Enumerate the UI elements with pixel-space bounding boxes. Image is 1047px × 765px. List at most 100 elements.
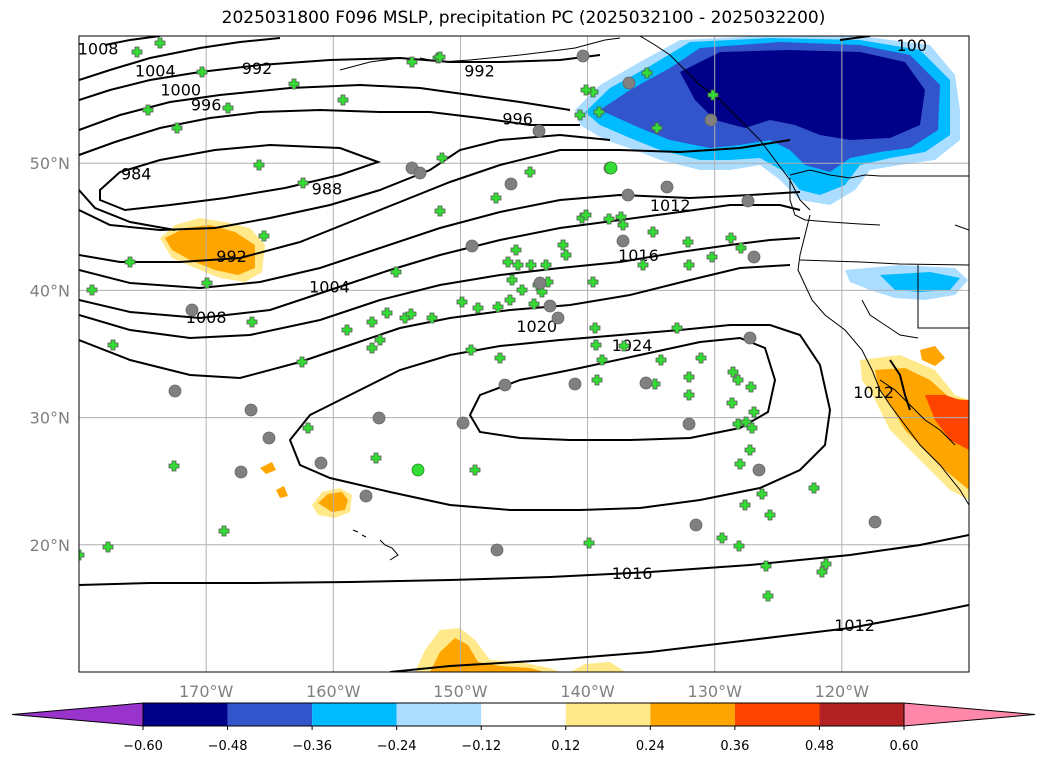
station-circle xyxy=(168,384,182,398)
station-circle xyxy=(185,303,199,317)
station-cross xyxy=(516,284,528,296)
lon-tick-label: 140°W xyxy=(560,682,615,701)
colorbar-tick-label: −0.24 xyxy=(377,739,417,754)
station-cross xyxy=(589,322,601,334)
colorbar-tick-label: 0.48 xyxy=(805,739,834,754)
station-cross xyxy=(296,356,308,368)
colorbar-frame xyxy=(142,702,905,727)
station-circle xyxy=(868,515,882,529)
station-cross xyxy=(732,374,744,386)
station-cross xyxy=(79,549,85,561)
station-cross xyxy=(222,102,234,114)
station-cross xyxy=(725,232,737,244)
station-circle xyxy=(568,377,582,391)
colorbar-bin xyxy=(650,703,735,726)
station-cross xyxy=(671,322,683,334)
station-cross xyxy=(374,334,386,346)
station-cross xyxy=(683,371,695,383)
station-cross xyxy=(86,284,98,296)
station-circle xyxy=(616,234,630,248)
station-circle xyxy=(413,166,427,180)
colorbar-bin xyxy=(565,703,651,726)
lon-tick-label: 170°W xyxy=(179,682,234,701)
station-cross xyxy=(381,307,393,319)
colorbar-bin xyxy=(227,703,313,726)
isobar-label: 1020 xyxy=(516,317,557,336)
station-cross xyxy=(218,525,230,537)
station-circle xyxy=(465,239,479,253)
station-circle xyxy=(752,463,766,477)
station-cross xyxy=(102,541,114,553)
station-cross xyxy=(727,366,739,378)
station-circle xyxy=(490,543,504,557)
isobar-label: 1012 xyxy=(834,616,875,635)
station-cross xyxy=(524,166,536,178)
station-circle-highlight xyxy=(604,161,618,175)
lat-tick-label: 30°N xyxy=(30,409,70,428)
isobar-label: 996 xyxy=(191,96,222,115)
station-cross xyxy=(647,226,659,238)
station-cross xyxy=(469,464,481,476)
station-cross xyxy=(258,230,270,242)
lon-tick-label: 130°W xyxy=(688,682,743,701)
station-cross xyxy=(154,37,166,49)
station-cross xyxy=(196,66,208,78)
station-cross xyxy=(649,378,661,390)
station-cross xyxy=(337,94,349,106)
station-circle xyxy=(372,411,386,425)
station-cross xyxy=(557,239,569,251)
station-cross xyxy=(399,312,411,324)
station-cross xyxy=(744,444,756,456)
station-cross xyxy=(580,84,592,96)
station-cross xyxy=(603,213,615,225)
station-cross xyxy=(707,89,719,101)
station-cross xyxy=(434,205,446,217)
isobar-label: 1004 xyxy=(135,61,176,80)
station-cross xyxy=(253,159,265,171)
precip-positive-shading xyxy=(160,218,969,672)
colorbar-tick-label: 0.24 xyxy=(636,739,665,754)
isobar-label: 992 xyxy=(216,247,247,266)
station-cross xyxy=(726,397,738,409)
station-circle xyxy=(262,431,276,445)
isobar-label: 1024 xyxy=(612,336,653,355)
station-cross xyxy=(764,509,776,521)
station-cross xyxy=(655,354,667,366)
colorbar-tick-label: 0.36 xyxy=(720,739,749,754)
station-cross xyxy=(617,219,629,231)
station-cross xyxy=(574,109,586,121)
station-circle xyxy=(543,299,557,313)
station-circle xyxy=(747,250,761,264)
isobar-label: 992 xyxy=(464,61,495,80)
station-circle xyxy=(621,188,635,202)
station-circle xyxy=(551,311,565,325)
station-cross xyxy=(695,352,707,364)
station-circle xyxy=(741,194,755,208)
station-circle xyxy=(533,276,547,290)
station-circle xyxy=(660,180,674,194)
station-circle xyxy=(532,124,546,138)
station-cross xyxy=(760,560,772,572)
station-cross xyxy=(525,259,537,271)
station-cross xyxy=(816,566,828,578)
lat-tick-label: 20°N xyxy=(30,536,70,555)
station-cross xyxy=(593,106,605,118)
station-cross xyxy=(472,302,484,314)
station-cross xyxy=(587,86,599,98)
lon-tick-label: 160°W xyxy=(306,682,361,701)
station-cross xyxy=(808,482,820,494)
station-circle xyxy=(498,378,512,392)
station-cross xyxy=(465,344,477,356)
station-circle xyxy=(244,403,258,417)
station-cross xyxy=(641,67,653,79)
station-cross xyxy=(512,259,524,271)
station-circle-highlight xyxy=(411,463,425,477)
station-cross xyxy=(739,499,751,511)
station-cross xyxy=(370,452,382,464)
coastlines xyxy=(339,36,969,561)
station-cross xyxy=(735,242,747,254)
station-cross xyxy=(683,259,695,271)
colorbar-tick-label: 0.12 xyxy=(551,739,580,754)
colorbar-bin xyxy=(481,703,566,726)
station-cross xyxy=(820,558,832,570)
